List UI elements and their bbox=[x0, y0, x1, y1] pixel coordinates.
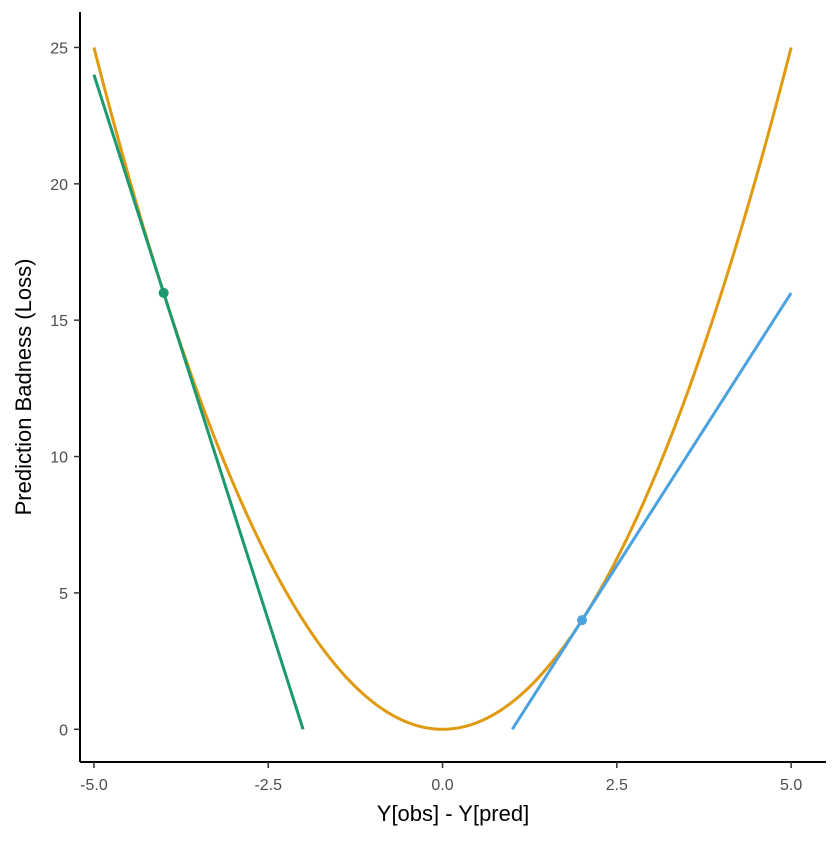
plot-area bbox=[92, 47, 793, 731]
tangent-line bbox=[92, 74, 305, 730]
x-tick-label: 5.0 bbox=[780, 777, 802, 794]
point-markers bbox=[158, 287, 587, 626]
tangent-point bbox=[158, 287, 169, 298]
y-tick-label: 0 bbox=[59, 722, 68, 739]
y-tick-label: 5 bbox=[59, 586, 68, 603]
x-tick-label: 0.0 bbox=[431, 777, 453, 794]
x-tick-label: -5.0 bbox=[80, 777, 108, 794]
y-axis-title: Prediction Badness (Loss) bbox=[11, 259, 36, 516]
x-tick-label: 2.5 bbox=[606, 777, 628, 794]
y-tick-label: 10 bbox=[50, 450, 68, 467]
tangent-point bbox=[576, 615, 587, 626]
y-tick-label: 15 bbox=[50, 313, 68, 330]
tangent-line bbox=[510, 292, 793, 731]
y-tick-label: 20 bbox=[50, 177, 68, 194]
y-axis-ticks: 0 5 10 15 20 25 bbox=[50, 40, 80, 739]
y-tick-label: 25 bbox=[50, 40, 68, 57]
x-axis-title: Y[obs] - Y[pred] bbox=[377, 801, 529, 826]
loss-curve bbox=[92, 47, 793, 731]
x-axis-ticks: -5.0 -2.5 0.0 2.5 5.0 bbox=[80, 762, 802, 794]
x-tick-label: -2.5 bbox=[254, 777, 282, 794]
